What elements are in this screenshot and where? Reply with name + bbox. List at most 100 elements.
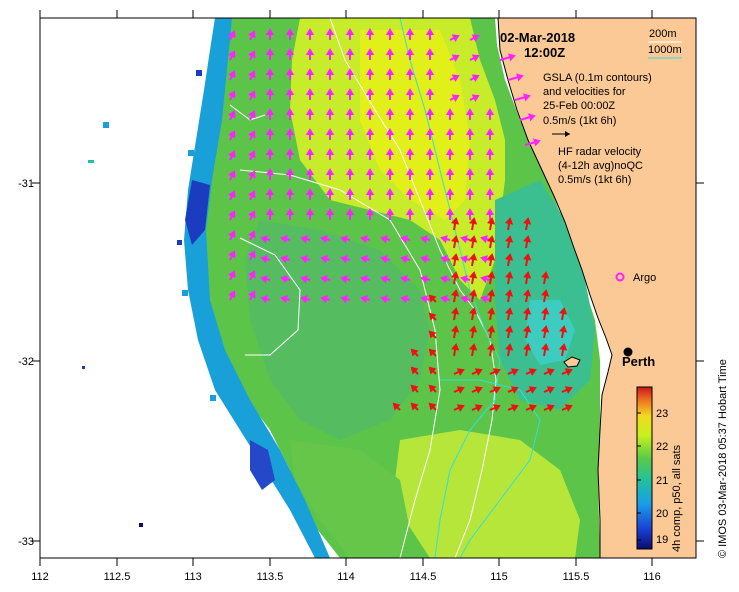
gsla-arrow-head bbox=[285, 188, 295, 195]
colorbar bbox=[636, 386, 653, 550]
gsla-arrow-head bbox=[248, 250, 256, 259]
gsla-arrow-head bbox=[305, 88, 315, 95]
hf-note-line: (4-12h avg)noQC bbox=[558, 160, 643, 172]
gsla-arrow-head bbox=[425, 168, 435, 175]
x-tick-label: 114 bbox=[337, 571, 355, 583]
gsla-arrow-head bbox=[228, 290, 236, 299]
hf-radar-velocity-arrows bbox=[392, 217, 573, 412]
gsla-arrow-head bbox=[380, 255, 388, 264]
plot-frame bbox=[39, 17, 697, 559]
gsla-arrow-head bbox=[305, 68, 315, 75]
sst-scatter-pixels bbox=[82, 70, 216, 527]
hf-arrow-head bbox=[492, 404, 501, 412]
gsla-arrow-head bbox=[465, 208, 475, 215]
contour-1000m bbox=[399, 18, 501, 558]
gsla-arrow-head bbox=[420, 295, 428, 304]
gsla-arrow-head bbox=[265, 148, 275, 155]
gsla-arrow-head bbox=[228, 70, 236, 79]
hf-arrow-head bbox=[451, 271, 460, 279]
hf-arrow-head bbox=[505, 217, 514, 225]
gsla-arrow-head bbox=[465, 148, 475, 155]
gsla-arrow-head bbox=[320, 275, 328, 284]
gsla-arrow-head bbox=[485, 168, 495, 175]
gsla-arrow-head bbox=[285, 108, 295, 115]
gsla-arrow-head bbox=[228, 270, 236, 279]
x-axis-ticks bbox=[39, 10, 653, 566]
hf-arrow-head bbox=[456, 404, 465, 412]
gsla-arrow-head bbox=[365, 208, 375, 215]
gsla-arrow-head bbox=[480, 295, 488, 304]
gsla-arrow-head bbox=[425, 148, 435, 155]
gsla-arrow-head bbox=[260, 295, 268, 304]
gsla-velocity-arrows bbox=[228, 28, 541, 304]
gsla-arrow-head bbox=[445, 188, 455, 195]
gsla-arrow-head bbox=[516, 73, 524, 82]
hf-arrow-head bbox=[559, 307, 568, 315]
hf-arrow-head bbox=[523, 325, 532, 333]
hf-arrow-head bbox=[474, 386, 483, 394]
gsla-arrow-head bbox=[440, 295, 448, 304]
gsla-arrow-head bbox=[325, 188, 335, 195]
gsla-arrow-head bbox=[345, 148, 355, 155]
hf-arrow-head bbox=[541, 289, 550, 297]
gsla-arrow-head bbox=[285, 88, 295, 95]
hf-arrow-head bbox=[410, 402, 419, 411]
gsla-arrow-head bbox=[228, 250, 236, 259]
hf-arrow-head bbox=[428, 330, 437, 339]
gsla-arrow-head bbox=[385, 128, 395, 135]
hf-arrow-head bbox=[410, 384, 419, 393]
gsla-arrow-head bbox=[445, 108, 455, 115]
colorbar-tick-label: 23 bbox=[656, 408, 668, 420]
hf-arrow-head bbox=[469, 307, 478, 315]
gsla-arrow-head bbox=[385, 28, 395, 35]
gsla-arrow-head bbox=[265, 108, 275, 115]
gsla-arrow-head bbox=[425, 68, 435, 75]
gsla-arrow-head bbox=[405, 108, 415, 115]
gsla-arrow-head bbox=[405, 128, 415, 135]
gsla-arrow-head bbox=[248, 210, 256, 219]
gsla-arrow-head bbox=[451, 54, 460, 62]
hf-arrow-head bbox=[523, 253, 532, 261]
gsla-arrow-head bbox=[305, 208, 315, 215]
gsla-arrow-head bbox=[480, 275, 488, 284]
contour-1000m-shelf bbox=[440, 379, 541, 558]
colorbar-tick-label: 22 bbox=[656, 441, 668, 453]
gsla-arrow-head bbox=[228, 170, 236, 179]
gsla-arrow-head bbox=[451, 94, 460, 102]
gsla-arrow-head bbox=[265, 28, 275, 35]
gsla-arrow-head bbox=[425, 108, 435, 115]
gsla-arrow-head bbox=[340, 255, 348, 264]
hf-arrow-head bbox=[523, 217, 532, 225]
hf-arrow-head bbox=[469, 217, 478, 225]
hf-arrow-head bbox=[487, 217, 496, 225]
gsla-arrow-head bbox=[345, 208, 355, 215]
argo-float-marker bbox=[615, 272, 625, 282]
gsla-arrow-head bbox=[285, 48, 295, 55]
gsla-arrow-head bbox=[285, 148, 295, 155]
gsla-arrow-head bbox=[248, 30, 256, 39]
hf-arrow-head bbox=[546, 368, 555, 376]
hf-arrow-head bbox=[546, 404, 555, 412]
gsla-arrow-head bbox=[420, 255, 428, 264]
hf-arrow-head bbox=[505, 325, 514, 333]
hf-arrow-head bbox=[523, 235, 532, 243]
hf-arrow-head bbox=[505, 343, 514, 351]
gsla-arrow-head bbox=[451, 34, 460, 42]
hf-arrow-head bbox=[505, 271, 514, 279]
sst-deep-blue-patch-south bbox=[250, 440, 275, 490]
sst-deep-blue-patch bbox=[185, 180, 210, 245]
gsla-arrow-head bbox=[325, 168, 335, 175]
gsla-arrow-head bbox=[305, 168, 315, 175]
gsla-arrow-head bbox=[365, 128, 375, 135]
hf-arrow-head bbox=[541, 343, 550, 351]
gsla-arrow-head bbox=[345, 68, 355, 75]
gsla-arrow-head bbox=[228, 110, 236, 119]
gsla-arrow-head bbox=[248, 70, 256, 79]
gsla-arrow-head bbox=[248, 230, 256, 239]
hf-arrow-head bbox=[469, 235, 478, 243]
perth-label: Perth bbox=[622, 354, 655, 369]
gsla-arrow-head bbox=[228, 190, 236, 199]
gsla-arrow-head bbox=[485, 208, 495, 215]
hf-arrow-head bbox=[510, 368, 519, 376]
gsla-arrow-head bbox=[325, 68, 335, 75]
